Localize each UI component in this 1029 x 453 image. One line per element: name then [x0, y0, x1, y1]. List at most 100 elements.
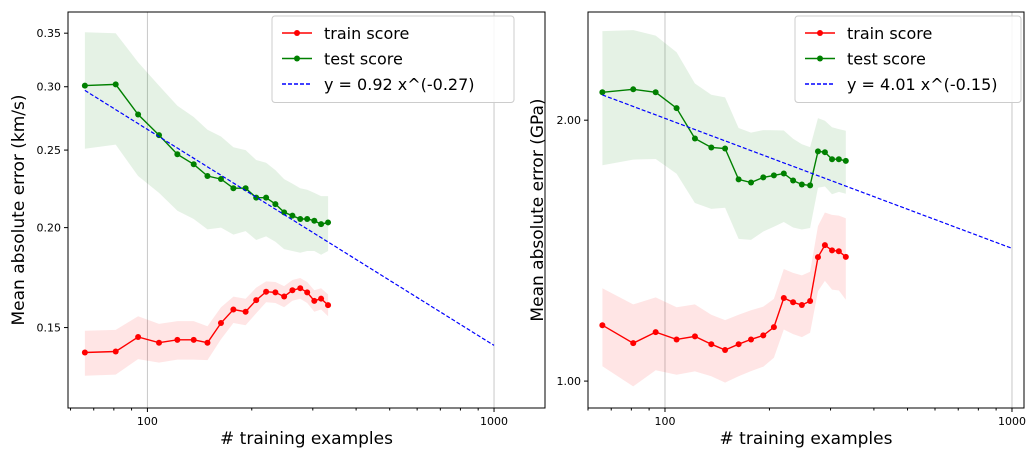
data-point — [780, 170, 787, 177]
data-point — [318, 221, 325, 228]
x-axis-label: # training examples — [220, 429, 393, 449]
data-point — [297, 216, 304, 223]
data-point — [652, 329, 659, 336]
data-point — [735, 176, 742, 183]
data-point — [814, 254, 821, 261]
plot-area — [81, 32, 495, 376]
x-tick-label: 100 — [137, 415, 158, 428]
data-point — [821, 149, 828, 156]
data-point — [156, 132, 163, 139]
legend-label: train score — [324, 24, 409, 43]
data-point — [289, 287, 296, 294]
data-point — [253, 297, 260, 304]
data-point — [174, 151, 181, 158]
legend-label: train score — [847, 24, 932, 43]
legend-box — [794, 15, 1022, 103]
data-point — [281, 209, 288, 216]
data-point — [325, 302, 332, 309]
data-point — [748, 336, 755, 343]
data-point — [673, 105, 680, 112]
data-point — [304, 216, 311, 223]
data-point — [599, 89, 606, 96]
y-tick-label: 2.00 — [557, 114, 582, 127]
data-point — [230, 306, 237, 313]
data-point — [311, 297, 318, 304]
data-point — [821, 242, 828, 249]
legend-label: test score — [847, 50, 926, 69]
data-point — [318, 295, 325, 302]
y-tick-label: 0.35 — [37, 27, 62, 40]
data-point — [835, 248, 842, 255]
data-point — [673, 336, 680, 343]
y-tick-label: 0.20 — [37, 222, 62, 235]
legend: train score test score y = 4.01 x^(-0.15) — [794, 15, 1022, 103]
data-point — [807, 182, 814, 189]
data-point — [630, 340, 637, 347]
axes-frame — [587, 11, 1025, 409]
data-point — [135, 333, 142, 340]
data-point — [691, 135, 698, 142]
data-point — [829, 247, 836, 254]
legend-marker — [294, 30, 300, 36]
data-point — [289, 212, 296, 219]
data-point — [297, 285, 304, 292]
x-axis-label: # training examples — [720, 429, 893, 449]
legend-marker — [817, 55, 823, 62]
data-point — [230, 185, 237, 192]
data-point — [807, 298, 814, 305]
y-tick-label: 0.15 — [37, 322, 62, 335]
data-point — [263, 194, 270, 201]
legend-marker — [817, 30, 823, 36]
data-point — [599, 322, 606, 329]
std-band — [84, 278, 329, 376]
data-point — [81, 349, 88, 356]
data-point — [204, 339, 211, 346]
data-point — [842, 253, 849, 260]
data-point — [798, 181, 805, 188]
legend-label: test score — [324, 50, 403, 69]
data-point — [760, 332, 767, 339]
data-point — [81, 82, 88, 89]
data-point — [790, 299, 797, 306]
std-band — [602, 212, 846, 387]
y-tick-label: 1.00 — [557, 375, 582, 388]
data-point — [735, 341, 742, 348]
data-point — [190, 161, 197, 168]
data-point — [311, 217, 318, 224]
y-axis-label: Mean absolute error (km/s) — [9, 94, 29, 325]
y-tick-label: 0.30 — [37, 81, 62, 94]
data-point — [708, 144, 715, 151]
data-point — [814, 148, 821, 155]
x-tick-label: 1000 — [998, 415, 1026, 428]
std-band — [602, 30, 846, 240]
data-point — [304, 289, 311, 296]
data-point — [242, 308, 249, 315]
data-point — [272, 201, 279, 208]
data-point — [780, 295, 787, 302]
data-point — [842, 157, 849, 164]
subplot: 100 1000 0.15 0.20 0.25 0.30 0.35 # training ex… — [9, 11, 546, 449]
data-point — [835, 156, 842, 163]
legend-label: y = 4.01 x^(-0.15) — [847, 75, 998, 94]
plot-area — [599, 30, 1013, 387]
y-axis-label: Mean absolute error (GPa) — [528, 98, 548, 321]
data-point — [748, 179, 755, 186]
data-point — [135, 111, 142, 118]
x-tick-label: 1000 — [480, 415, 508, 428]
legend: train score test score y = 0.92 x^(-0.27) — [271, 15, 515, 103]
data-point — [112, 348, 119, 355]
data-point — [798, 302, 805, 309]
data-point — [112, 81, 119, 88]
data-point — [722, 145, 729, 152]
data-point — [217, 176, 224, 183]
data-point — [263, 288, 270, 295]
data-point — [204, 173, 211, 180]
y-tick-label: 0.25 — [37, 144, 62, 157]
data-point — [217, 319, 224, 326]
data-point — [722, 347, 729, 354]
data-point — [708, 341, 715, 348]
data-point — [770, 172, 777, 179]
data-point — [281, 293, 288, 300]
data-point — [770, 324, 777, 331]
